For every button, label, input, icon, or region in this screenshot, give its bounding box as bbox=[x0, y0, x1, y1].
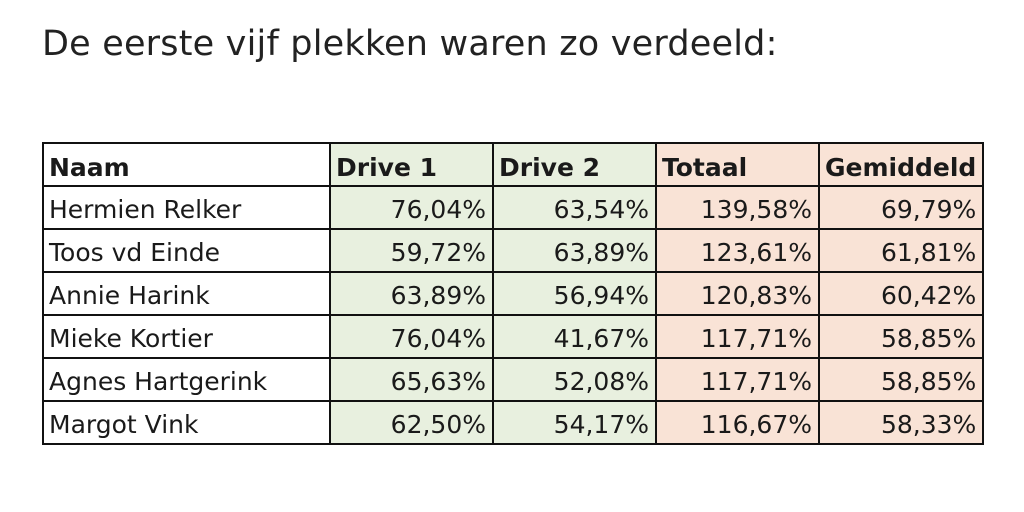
table-header-row: Naam Drive 1 Drive 2 Totaal Gemiddeld bbox=[42, 142, 985, 187]
table-row: Margot Vink 62,50% 54,17% 116,67% 58,33% bbox=[42, 400, 985, 445]
cell-drive-2: 54,17% bbox=[492, 400, 657, 445]
table-row: Toos vd Einde 59,72% 63,89% 123,61% 61,8… bbox=[42, 228, 985, 273]
header-drive-1: Drive 1 bbox=[329, 142, 494, 187]
header-total: Totaal bbox=[655, 142, 820, 187]
cell-drive-2: 63,89% bbox=[492, 228, 657, 273]
cell-drive-1: 76,04% bbox=[329, 314, 494, 359]
cell-name: Annie Harink bbox=[42, 271, 331, 316]
cell-total: 120,83% bbox=[655, 271, 820, 316]
cell-drive-2: 52,08% bbox=[492, 357, 657, 402]
page-heading: De eerste vijf plekken waren zo verdeeld… bbox=[42, 24, 778, 64]
cell-name: Mieke Kortier bbox=[42, 314, 331, 359]
table-row: Annie Harink 63,89% 56,94% 120,83% 60,42… bbox=[42, 271, 985, 316]
cell-drive-1: 62,50% bbox=[329, 400, 494, 445]
results-table: Naam Drive 1 Drive 2 Totaal Gemiddeld He… bbox=[42, 142, 985, 445]
cell-drive-1: 59,72% bbox=[329, 228, 494, 273]
cell-average: 58,85% bbox=[817, 357, 985, 402]
cell-drive-1: 65,63% bbox=[329, 357, 494, 402]
table-row: Hermien Relker 76,04% 63,54% 139,58% 69,… bbox=[42, 185, 985, 230]
table-row: Agnes Hartgerink 65,63% 52,08% 117,71% 5… bbox=[42, 357, 985, 402]
cell-total: 139,58% bbox=[655, 185, 820, 230]
cell-drive-1: 63,89% bbox=[329, 271, 494, 316]
cell-name: Toos vd Einde bbox=[42, 228, 331, 273]
cell-average: 60,42% bbox=[817, 271, 985, 316]
cell-name: Hermien Relker bbox=[42, 185, 331, 230]
header-drive-2: Drive 2 bbox=[492, 142, 657, 187]
cell-average: 58,85% bbox=[817, 314, 985, 359]
cell-drive-2: 41,67% bbox=[492, 314, 657, 359]
cell-name: Agnes Hartgerink bbox=[42, 357, 331, 402]
cell-total: 117,71% bbox=[655, 357, 820, 402]
cell-average: 58,33% bbox=[817, 400, 985, 445]
cell-name: Margot Vink bbox=[42, 400, 331, 445]
cell-drive-2: 56,94% bbox=[492, 271, 657, 316]
cell-average: 61,81% bbox=[817, 228, 985, 273]
cell-total: 123,61% bbox=[655, 228, 820, 273]
header-average: Gemiddeld bbox=[817, 142, 985, 187]
header-name: Naam bbox=[42, 142, 331, 187]
table-row: Mieke Kortier 76,04% 41,67% 117,71% 58,8… bbox=[42, 314, 985, 359]
cell-average: 69,79% bbox=[817, 185, 985, 230]
cell-total: 116,67% bbox=[655, 400, 820, 445]
cell-drive-2: 63,54% bbox=[492, 185, 657, 230]
cell-total: 117,71% bbox=[655, 314, 820, 359]
cell-drive-1: 76,04% bbox=[329, 185, 494, 230]
